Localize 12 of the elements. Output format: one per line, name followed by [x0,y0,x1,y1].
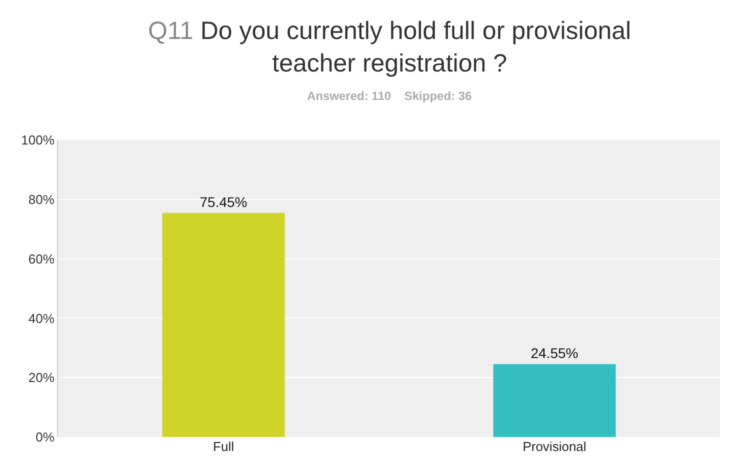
chart-title: Q11 Do you currently hold full or provisional teacher registration ? [148,17,632,78]
y-tick-label: 80% [28,192,55,207]
chart-subtitle: Answered: 110 Skipped: 36 [307,89,472,103]
x-tick-label: Full [213,439,234,454]
y-tick-label: 0% [36,430,55,445]
y-tick-label: 20% [28,370,55,386]
y-tick-label: 40% [28,310,55,326]
y-tick-label: 100% [21,132,55,148]
y-tick-label: 60% [28,251,55,266]
data-label: 24.55% [530,345,578,362]
data-label: 75.45% [200,194,248,210]
x-tick-label: Provisional [522,439,586,454]
